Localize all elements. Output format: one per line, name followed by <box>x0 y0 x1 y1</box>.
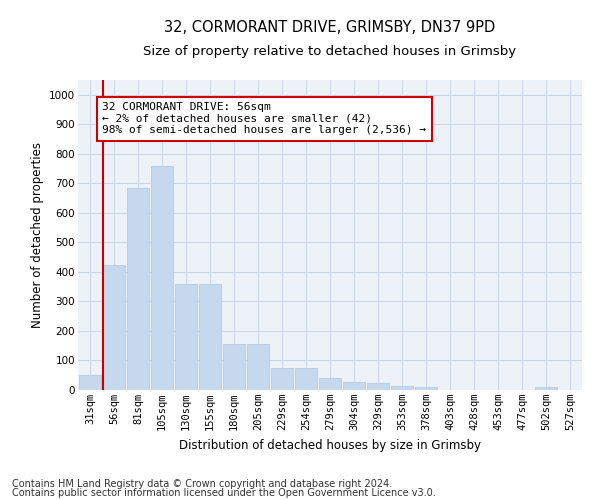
Y-axis label: Number of detached properties: Number of detached properties <box>31 142 44 328</box>
Bar <box>271 368 293 390</box>
Text: Contains HM Land Registry data © Crown copyright and database right 2024.: Contains HM Land Registry data © Crown c… <box>12 479 392 489</box>
Bar <box>319 378 341 390</box>
Text: Size of property relative to detached houses in Grimsby: Size of property relative to detached ho… <box>143 45 517 58</box>
X-axis label: Distribution of detached houses by size in Grimsby: Distribution of detached houses by size … <box>179 438 481 452</box>
Bar <box>391 386 413 390</box>
Bar <box>127 188 149 390</box>
Bar <box>247 344 269 390</box>
Bar <box>367 382 389 390</box>
Bar <box>295 368 317 390</box>
Bar <box>103 264 125 390</box>
Bar <box>151 166 173 390</box>
Text: 32, CORMORANT DRIVE, GRIMSBY, DN37 9PD: 32, CORMORANT DRIVE, GRIMSBY, DN37 9PD <box>164 20 496 35</box>
Bar <box>343 382 365 390</box>
Text: 32 CORMORANT DRIVE: 56sqm
← 2% of detached houses are smaller (42)
98% of semi-d: 32 CORMORANT DRIVE: 56sqm ← 2% of detach… <box>103 102 427 136</box>
Bar <box>223 344 245 390</box>
Bar <box>199 284 221 390</box>
Bar <box>535 387 557 390</box>
Text: Contains public sector information licensed under the Open Government Licence v3: Contains public sector information licen… <box>12 488 436 498</box>
Bar <box>79 375 101 390</box>
Bar <box>415 387 437 390</box>
Bar <box>175 284 197 390</box>
